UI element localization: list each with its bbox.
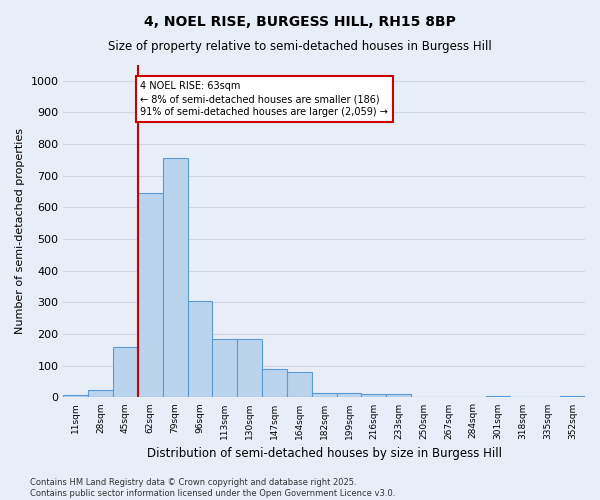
Bar: [237, 340, 262, 398]
Bar: [212, 340, 237, 398]
Text: 4, NOEL RISE, BURGESS HILL, RH15 8BP: 4, NOEL RISE, BURGESS HILL, RH15 8BP: [144, 15, 456, 29]
Bar: [312, 393, 337, 398]
X-axis label: Distribution of semi-detached houses by size in Burgess Hill: Distribution of semi-detached houses by …: [147, 447, 502, 460]
Bar: [361, 394, 386, 398]
Bar: [485, 396, 511, 398]
Bar: [287, 372, 312, 398]
Bar: [113, 347, 138, 398]
Bar: [262, 368, 287, 398]
Text: Size of property relative to semi-detached houses in Burgess Hill: Size of property relative to semi-detach…: [108, 40, 492, 53]
Text: Contains HM Land Registry data © Crown copyright and database right 2025.
Contai: Contains HM Land Registry data © Crown c…: [30, 478, 395, 498]
Bar: [337, 394, 361, 398]
Bar: [386, 394, 411, 398]
Bar: [188, 301, 212, 398]
Text: 4 NOEL RISE: 63sqm
← 8% of semi-detached houses are smaller (186)
91% of semi-de: 4 NOEL RISE: 63sqm ← 8% of semi-detached…: [140, 81, 388, 117]
Y-axis label: Number of semi-detached properties: Number of semi-detached properties: [15, 128, 25, 334]
Bar: [88, 390, 113, 398]
Bar: [163, 158, 188, 398]
Bar: [138, 193, 163, 398]
Bar: [64, 395, 88, 398]
Bar: [560, 396, 585, 398]
